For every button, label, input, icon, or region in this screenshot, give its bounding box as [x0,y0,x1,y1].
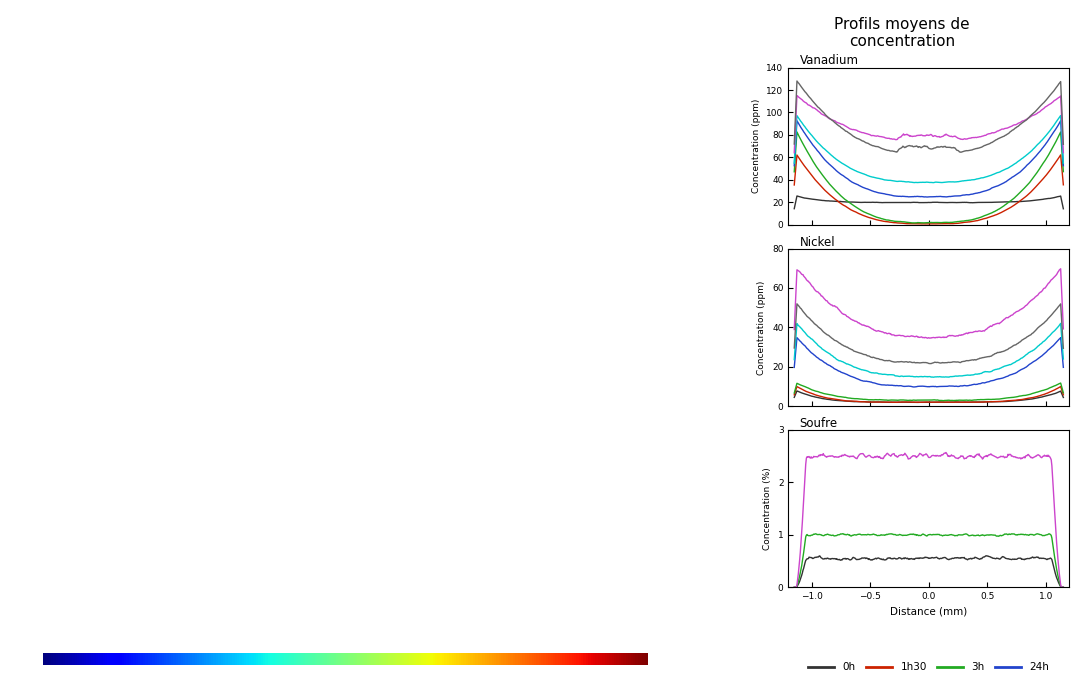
Y-axis label: Concentration (%): Concentration (%) [764,467,772,550]
Text: V: V [685,292,699,309]
Text: Non
analysé: Non analysé [136,601,168,621]
X-axis label: Distance (mm): Distance (mm) [890,607,968,617]
Text: S: S [686,602,699,620]
Text: Vanadium: Vanadium [799,55,859,68]
Text: Non
analysé: Non analysé [349,601,381,621]
Text: Profils moyens de
concentration: Profils moyens de concentration [834,17,970,49]
Text: Non
analysé: Non analysé [537,601,569,621]
Text: C: C [686,501,699,518]
Text: Soufre: Soufre [799,416,838,430]
Text: Ni: Ni [677,393,699,410]
Text: Intensité (u. a.): Intensité (u. a.) [314,647,394,657]
Text: Al: Al [678,180,699,198]
Y-axis label: Concentration (ppm): Concentration (ppm) [752,99,760,194]
Y-axis label: Concentration (ppm): Concentration (ppm) [757,280,767,375]
Text: Images
optiques: Images optiques [657,81,699,103]
Text: Non
analysé: Non analysé [249,601,282,621]
Legend: 0h, 1h30, 3h, 24h: 0h, 1h30, 3h, 24h [804,658,1054,675]
Text: Nickel: Nickel [799,236,835,248]
